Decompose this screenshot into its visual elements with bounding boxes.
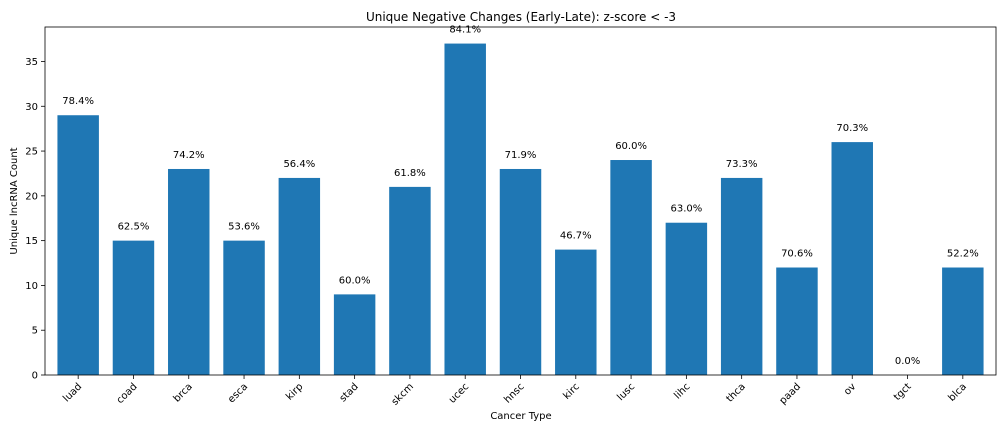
bar-data-label: 60.0%	[615, 141, 647, 152]
x-axis-label: Cancer Type	[490, 411, 551, 422]
bar-data-label: 63.0%	[670, 204, 702, 215]
x-tick-label: kirp	[284, 381, 305, 402]
bar	[112, 240, 155, 375]
bar-data-label: 46.7%	[560, 231, 592, 242]
bar-data-label: 52.2%	[947, 249, 979, 260]
bar	[499, 168, 542, 375]
plot-area: 0 5 10 15 20 25 30 35 78.4% luad 62.5% coad 74.2% brc…	[25, 25, 984, 408]
bar	[223, 240, 265, 375]
x-tick-label: ov	[842, 381, 858, 397]
x-tick-label: stad	[338, 381, 361, 404]
bar	[278, 177, 321, 375]
bar-data-label: 71.9%	[505, 150, 537, 161]
x-tick-label: skcm	[390, 381, 416, 407]
x-tick-label: thca	[725, 381, 748, 404]
y-axis-label: Unique lncRNA Count	[9, 147, 20, 254]
bar	[776, 267, 818, 375]
x-tick-label: lihc	[672, 381, 692, 401]
bar	[333, 294, 376, 375]
bar-data-label: 60.0%	[339, 275, 371, 286]
bar-data-label: 74.2%	[173, 150, 205, 161]
x-tick-label: lusc	[615, 381, 637, 403]
y-tick-label: 25	[25, 147, 38, 158]
bar	[444, 43, 486, 375]
bar-data-label: 78.4%	[62, 96, 94, 107]
bar	[168, 168, 210, 375]
x-tick-label: tgct	[892, 381, 914, 403]
bar-data-label: 62.5%	[118, 222, 150, 233]
x-tick-label: kirc	[561, 381, 581, 401]
bar-data-label: 61.8%	[394, 168, 426, 179]
x-tick-label: paad	[778, 381, 803, 406]
x-tick-label: esca	[226, 381, 250, 405]
x-tick-label: luad	[61, 381, 84, 404]
bar	[720, 177, 763, 375]
bar-data-label: 53.6%	[228, 222, 260, 233]
bar-data-label: 73.3%	[726, 159, 758, 170]
y-tick-label: 0	[32, 371, 38, 382]
bar	[389, 186, 431, 375]
x-tick-label: hnsc	[502, 381, 526, 405]
x-tick-label: coad	[115, 381, 140, 406]
y-tick-label: 5	[32, 326, 38, 337]
bar	[831, 142, 873, 375]
bar	[610, 160, 652, 375]
y-tick-label: 30	[25, 102, 38, 113]
y-tick-label: 15	[25, 236, 38, 247]
plot-frame	[44, 26, 997, 376]
y-tick-label: 35	[25, 57, 38, 68]
x-tick-label: blca	[946, 381, 968, 403]
y-tick-label: 10	[25, 281, 38, 292]
bar	[57, 115, 99, 375]
bar-data-label: 84.1%	[449, 25, 481, 36]
bar	[665, 222, 708, 375]
bar-data-label: 70.6%	[781, 249, 813, 260]
chart-title: Unique Negative Changes (Early-Late): z-…	[366, 10, 676, 24]
bar-data-label: 0.0%	[895, 356, 920, 367]
bar	[942, 267, 984, 375]
bar-data-label: 70.3%	[836, 123, 868, 134]
bar	[555, 249, 597, 375]
x-tick-label: ucec	[447, 381, 471, 405]
y-tick-label: 20	[25, 191, 38, 202]
x-tick-label: brca	[172, 381, 195, 404]
bar-data-label: 56.4%	[283, 159, 315, 170]
